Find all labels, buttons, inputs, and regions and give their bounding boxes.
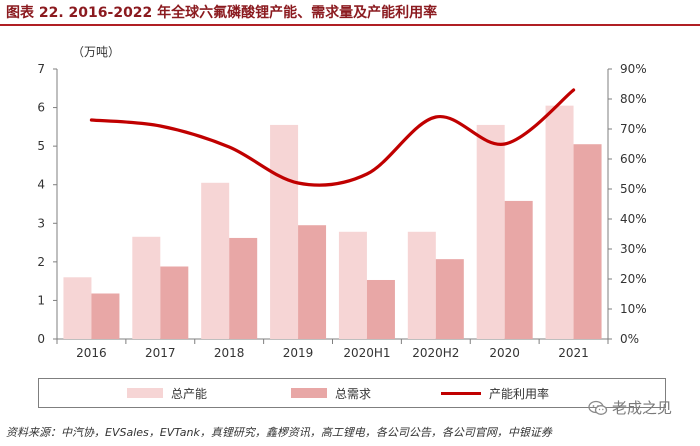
bar-capacity	[407, 231, 436, 339]
legend-label-demand: 总需求	[335, 386, 372, 401]
left-tick-label: 5	[37, 139, 45, 153]
source-note: 资料来源：中汽协，EVSales，EVTank，真锂研究，鑫椤资讯，高工锂电，各…	[6, 426, 552, 439]
left-tick-label: 0	[37, 332, 45, 346]
bar-demand	[504, 200, 533, 339]
right-tick-label: 80%	[620, 92, 647, 106]
legend-swatch-utilization	[441, 391, 481, 395]
right-tick-label: 70%	[620, 122, 647, 136]
bar-capacity	[63, 277, 92, 339]
x-tick-label: 2020H2	[412, 346, 459, 360]
right-tick-label: 10%	[620, 302, 647, 316]
right-tick-label: 0%	[620, 332, 639, 346]
x-tick-label: 2018	[214, 346, 245, 360]
legend-item-demand: 总需求	[291, 379, 371, 407]
legend-label-capacity: 总产能	[171, 386, 208, 401]
right-tick-label: 90%	[620, 62, 647, 76]
bar-demand	[573, 144, 602, 339]
legend-item-capacity: 总产能	[127, 379, 207, 407]
right-tick-label: 50%	[620, 182, 647, 196]
x-tick-label: 2020	[489, 346, 520, 360]
bar-capacity	[201, 182, 230, 339]
left-tick-label: 3	[37, 216, 45, 230]
title-divider	[0, 24, 700, 26]
right-tick-label: 30%	[620, 242, 647, 256]
bar-capacity	[476, 124, 505, 339]
bar-demand	[366, 279, 395, 339]
legend-item-utilization: 产能利用率	[441, 379, 549, 407]
legend-swatch-capacity	[127, 388, 163, 398]
left-axis-unit: （万吨）	[72, 45, 121, 59]
line-utilization	[89, 88, 576, 187]
bar-demand	[229, 237, 258, 339]
left-tick-label: 2	[37, 255, 45, 269]
x-tick-label: 2021	[558, 346, 589, 360]
bar-demand	[91, 293, 120, 339]
x-tick-label: 2016	[76, 346, 107, 360]
x-tick-label: 2019	[283, 346, 314, 360]
left-tick-label: 6	[37, 101, 45, 115]
x-tick-label: 2020H1	[343, 346, 390, 360]
chart-title: 图表 22. 2016-2022 年全球六氟磷酸锂产能、需求量及产能利用率	[6, 5, 438, 21]
bar-capacity	[270, 124, 299, 339]
bar-demand	[298, 225, 327, 339]
bar-capacity	[545, 105, 574, 340]
right-tick-label: 40%	[620, 212, 647, 226]
left-tick-label: 4	[37, 178, 45, 192]
left-tick-label: 7	[37, 62, 45, 76]
wechat-icon	[588, 400, 608, 415]
left-tick-label: 1	[37, 293, 45, 307]
watermark-text: 老成之见	[612, 399, 673, 417]
watermark: 老成之见	[588, 397, 672, 418]
legend-swatch-demand	[291, 388, 327, 398]
legend-label-utilization: 产能利用率	[489, 386, 550, 401]
bar-demand	[435, 259, 464, 339]
x-tick-label: 2017	[145, 346, 176, 360]
legend: 总产能 总需求 产能利用率	[38, 378, 666, 408]
bar-capacity	[132, 236, 161, 339]
bar-capacity	[338, 231, 367, 339]
right-tick-label: 60%	[620, 152, 647, 166]
bar-demand	[160, 266, 189, 339]
right-tick-label: 20%	[620, 272, 647, 286]
